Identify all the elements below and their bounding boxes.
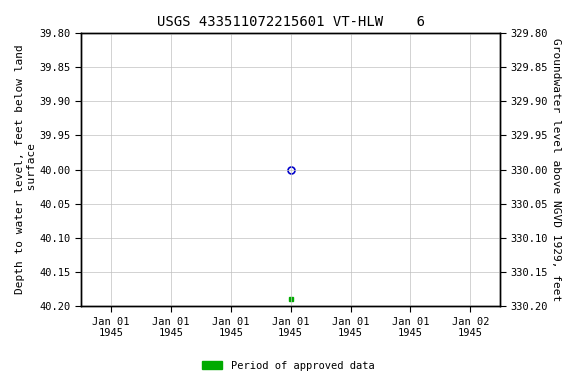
Legend: Period of approved data: Period of approved data	[198, 357, 378, 375]
Y-axis label: Groundwater level above NGVD 1929, feet: Groundwater level above NGVD 1929, feet	[551, 38, 561, 301]
Y-axis label: Depth to water level, feet below land
 surface: Depth to water level, feet below land su…	[15, 45, 37, 295]
Title: USGS 433511072215601 VT-HLW    6: USGS 433511072215601 VT-HLW 6	[157, 15, 425, 29]
